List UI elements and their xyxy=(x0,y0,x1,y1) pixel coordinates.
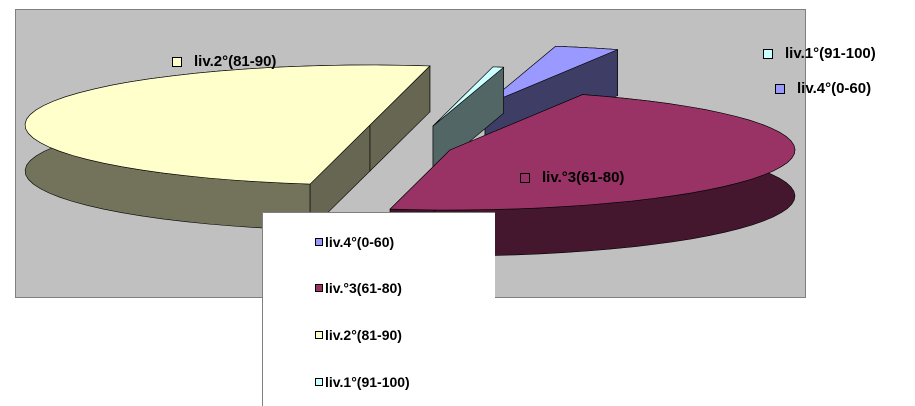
legend-swatch xyxy=(315,378,323,386)
data-label-swatch xyxy=(763,48,773,59)
pie-slice-liv.1°(91-100) xyxy=(432,66,505,127)
pie-slice-liv.2°(81-90) xyxy=(24,64,431,185)
legend-swatch xyxy=(315,284,323,292)
data-label-liv1: liv.1°(91-100) xyxy=(763,45,876,62)
pie-slice-liv.4°(0-60) xyxy=(484,46,618,106)
pie-slice-liv.°3(61-80) xyxy=(389,94,796,211)
legend-item: liv.°3(61-80) xyxy=(315,280,402,296)
data-label-text: liv.2°(81-90) xyxy=(194,53,277,70)
chart-legend: liv.4°(0-60) liv.°3(61-80) liv.2°(81-90)… xyxy=(262,212,495,406)
data-label-liv3: liv.°3(61-80) xyxy=(520,169,624,186)
legend-item: liv.1°(91-100) xyxy=(315,374,410,390)
legend-label: liv.1°(91-100) xyxy=(325,374,410,390)
data-label-swatch xyxy=(172,56,182,67)
legend-label: liv.°3(61-80) xyxy=(325,280,402,296)
data-label-swatch xyxy=(775,83,785,94)
legend-item: liv.2°(81-90) xyxy=(315,327,402,343)
data-label-text: liv.1°(91-100) xyxy=(785,45,876,62)
data-label-liv2: liv.2°(81-90) xyxy=(172,53,276,70)
data-label-liv4: liv.4°(0-60) xyxy=(775,80,871,97)
legend-swatch xyxy=(315,238,323,246)
legend-label: liv.2°(81-90) xyxy=(325,327,402,343)
data-label-text: liv.4°(0-60) xyxy=(797,80,872,97)
legend-swatch xyxy=(315,331,323,339)
data-label-text: liv.°3(61-80) xyxy=(542,169,625,186)
data-label-swatch xyxy=(520,172,530,183)
legend-label: liv.4°(0-60) xyxy=(325,234,395,250)
legend-item: liv.4°(0-60) xyxy=(315,234,394,250)
